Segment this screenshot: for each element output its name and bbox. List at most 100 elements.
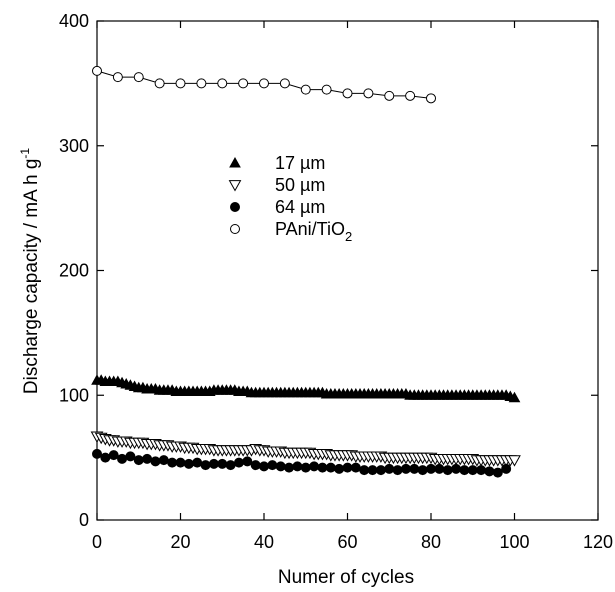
data-point	[409, 463, 420, 474]
data-point	[217, 78, 228, 89]
data-point	[300, 84, 311, 95]
data-point	[92, 448, 102, 459]
legend-label: PAni/TiO2	[275, 219, 352, 244]
x-tick-label: 100	[499, 532, 529, 552]
data-point	[200, 460, 211, 471]
data-point	[167, 457, 178, 468]
data-point	[384, 90, 395, 101]
data-point	[350, 462, 361, 473]
y-tick-label: 100	[59, 385, 89, 405]
data-point	[225, 460, 236, 471]
legend-marker	[228, 180, 242, 192]
data-point	[484, 466, 495, 477]
x-tick-label: 40	[254, 532, 274, 552]
data-point	[459, 465, 470, 476]
data-point	[442, 465, 453, 476]
x-tick-label: 80	[421, 532, 441, 552]
data-point	[501, 463, 512, 474]
x-axis-title: Numer of cycles	[278, 567, 414, 588]
series-3	[92, 65, 436, 104]
data-point	[250, 460, 261, 471]
y-tick-label: 400	[59, 11, 89, 31]
legend-label: 50 µm	[275, 175, 325, 195]
data-point	[359, 465, 370, 476]
data-point	[426, 463, 436, 474]
series-0	[91, 374, 521, 403]
data-point	[405, 90, 416, 101]
data-point	[208, 458, 219, 469]
data-point	[183, 458, 194, 469]
data-point	[259, 78, 269, 89]
data-point	[417, 465, 428, 476]
data-point	[117, 453, 128, 464]
data-point	[309, 461, 320, 472]
data-point	[196, 78, 207, 89]
data-point	[375, 465, 386, 476]
data-point	[476, 465, 487, 476]
data-point	[317, 462, 328, 473]
y-axis-title-text: Discharge capacity / mA h g-1	[18, 148, 42, 394]
data-point	[112, 72, 123, 83]
legend-label-sub: 2	[345, 229, 352, 244]
data-point	[217, 458, 228, 469]
data-point	[451, 463, 462, 474]
y-tick-label: 0	[79, 510, 89, 530]
legend-label-main: 50 µm	[275, 175, 325, 195]
series-1	[90, 431, 521, 467]
data-point	[434, 463, 445, 474]
series-2	[92, 448, 512, 478]
data-point	[192, 457, 203, 468]
data-point	[325, 462, 336, 473]
data-point	[392, 465, 403, 476]
y-tick-labels: 0 100 200 300 400	[59, 11, 89, 530]
data-point	[275, 461, 286, 472]
data-point	[300, 462, 311, 473]
data-point	[267, 460, 278, 471]
data-point	[133, 72, 144, 83]
data-point	[342, 88, 353, 99]
data-point	[321, 84, 332, 95]
legend-label-main: PAni/TiO	[275, 219, 345, 239]
y-axis-title-main: Discharge capacity / mA h g	[21, 159, 42, 395]
data-point	[467, 465, 478, 476]
x-tick-label: 120	[583, 532, 613, 552]
data-point	[492, 467, 503, 478]
data-point	[384, 463, 395, 474]
data-point	[154, 78, 165, 89]
data-point	[175, 457, 186, 468]
data-point	[175, 78, 186, 89]
y-axis-title-sup: -1	[18, 148, 32, 159]
data-point	[92, 65, 102, 76]
legend-marker	[229, 156, 241, 168]
x-tick-label: 60	[337, 532, 357, 552]
y-tick-label: 200	[59, 261, 89, 281]
data-point	[158, 455, 169, 466]
data-point	[279, 78, 290, 89]
data-point	[233, 457, 244, 468]
legend-marker	[230, 202, 240, 212]
data-point	[259, 461, 269, 472]
legend-label: 17 µm	[275, 153, 325, 173]
data-point	[426, 93, 436, 104]
x-tick-labels: 0 20 40 60 80 100 120	[92, 532, 613, 552]
x-tick-label: 0	[92, 532, 102, 552]
data-point	[100, 452, 111, 463]
y-tick-label: 300	[59, 136, 89, 156]
legend-label: 64 µm	[275, 197, 325, 217]
data-point	[284, 462, 295, 473]
axis-ticks	[96, 20, 599, 521]
data-point	[508, 391, 521, 403]
legend-marker	[230, 224, 240, 234]
data-point	[367, 465, 378, 476]
data-point	[125, 451, 136, 462]
data-point	[142, 453, 153, 464]
data-point	[238, 78, 249, 89]
data-point	[292, 461, 303, 472]
data-point	[508, 455, 521, 467]
legend-label-main: 17 µm	[275, 153, 325, 173]
x-tick-label: 20	[170, 532, 190, 552]
y-axis-title: Discharge capacity / mA h g-1	[18, 148, 42, 394]
data-point	[342, 462, 353, 473]
data-point	[150, 456, 161, 467]
